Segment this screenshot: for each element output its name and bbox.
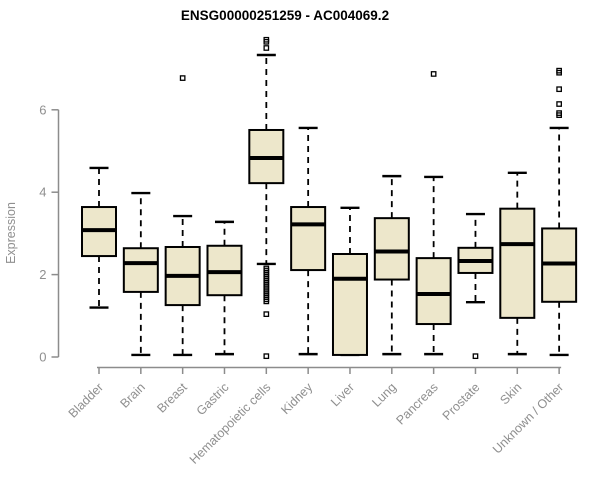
box xyxy=(373,217,410,281)
box xyxy=(290,206,327,272)
boxplot-brain xyxy=(122,191,159,357)
outlier-point xyxy=(472,353,479,360)
outlier-point xyxy=(263,298,270,305)
outlier-point xyxy=(556,69,562,76)
boxplot-unknown-other xyxy=(541,67,578,357)
boxplot-kidney xyxy=(290,126,327,356)
y-tick-label-2: 2 xyxy=(39,267,46,282)
box xyxy=(499,207,536,319)
chart-title: ENSG00000251259 - AC004069.2 xyxy=(181,8,389,23)
x-tick-label-kidney: Kidney xyxy=(278,380,315,417)
boxplot-gastric xyxy=(206,220,243,356)
boxplot-breast xyxy=(164,75,201,357)
outlier-point xyxy=(430,71,437,77)
boxplot-pancreas xyxy=(415,71,452,356)
outlier-point xyxy=(556,86,562,93)
y-tick-label-4: 4 xyxy=(39,185,46,200)
outlier-point xyxy=(263,38,270,45)
x-tick-label-brain: Brain xyxy=(117,380,148,411)
y-tick-label-6: 6 xyxy=(39,102,46,117)
outlier-point xyxy=(556,112,562,119)
x-tick-label-unknown-other: Unknown / Other xyxy=(490,380,566,456)
plot-area: 0 2 4 6 Bladder Brain Breast GastricHematopoiet… xyxy=(39,36,578,467)
x-tick-label-hematopoietic-cells: Hematopoietic cells xyxy=(187,380,274,467)
boxplot-liver xyxy=(331,206,368,357)
x-tick-label-liver: Liver xyxy=(328,380,357,409)
x-tick-label-breast: Breast xyxy=(154,380,190,416)
y-tick-label-0: 0 xyxy=(39,350,46,365)
outlier-point xyxy=(263,45,270,51)
x-tick-label-prostate: Prostate xyxy=(440,380,483,423)
x-tick-label-skin: Skin xyxy=(497,380,524,407)
boxplot-bladder xyxy=(81,166,117,309)
boxplot-lung xyxy=(373,174,410,356)
x-tick-label-lung: Lung xyxy=(369,380,399,410)
x-tick-label-bladder: Bladder xyxy=(66,380,106,420)
box xyxy=(415,257,452,326)
boxplot-hematopoietic-cells xyxy=(248,36,285,360)
x-tick-label-gastric: Gastric xyxy=(194,380,232,418)
x-tick-label-pancreas: Pancreas xyxy=(394,380,441,427)
y-axis-label: Expression xyxy=(4,202,18,264)
boxplot-prostate xyxy=(457,212,494,360)
outlier-point xyxy=(179,75,186,81)
outlier-point xyxy=(263,311,270,318)
boxplot-skin xyxy=(499,171,536,356)
box xyxy=(331,253,368,356)
outlier-point xyxy=(556,101,562,107)
box xyxy=(122,247,159,293)
outlier-point xyxy=(263,353,270,360)
